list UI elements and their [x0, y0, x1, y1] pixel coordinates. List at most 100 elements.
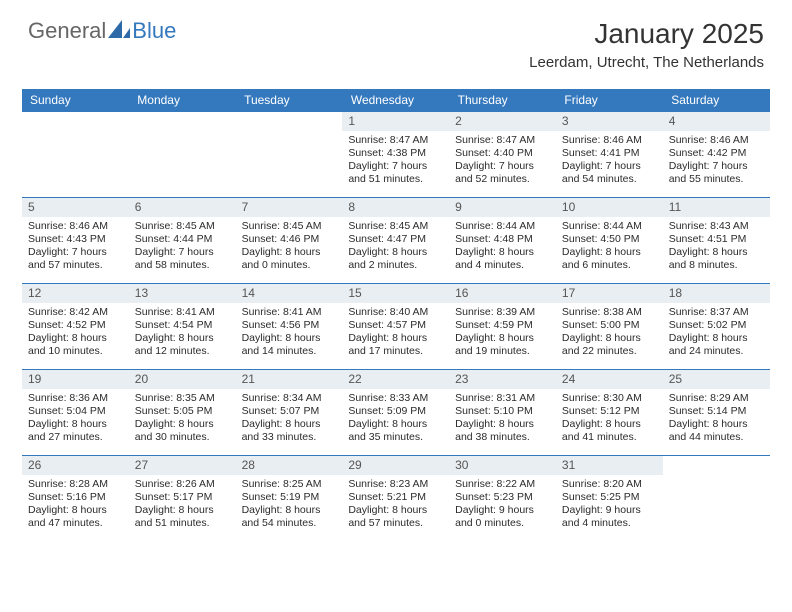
sunset-text: Sunset: 4:48 PM — [455, 233, 550, 246]
sunrise-text: Sunrise: 8:33 AM — [348, 392, 443, 405]
daylight-line1: Daylight: 8 hours — [28, 418, 123, 431]
day-cell: 17Sunrise: 8:38 AMSunset: 5:00 PMDayligh… — [556, 284, 663, 370]
day-cell: 2Sunrise: 8:47 AMSunset: 4:40 PMDaylight… — [449, 112, 556, 198]
daylight-line2: and 58 minutes. — [135, 259, 230, 272]
day-cell: 6Sunrise: 8:45 AMSunset: 4:44 PMDaylight… — [129, 198, 236, 284]
sunset-text: Sunset: 5:05 PM — [135, 405, 230, 418]
dayhead-tue: Tuesday — [236, 89, 343, 112]
daylight-line2: and 57 minutes. — [28, 259, 123, 272]
day-cell: 31Sunrise: 8:20 AMSunset: 5:25 PMDayligh… — [556, 456, 663, 542]
day-cell: 8Sunrise: 8:45 AMSunset: 4:47 PMDaylight… — [342, 198, 449, 284]
sunrise-text: Sunrise: 8:36 AM — [28, 392, 123, 405]
daylight-line2: and 57 minutes. — [348, 517, 443, 530]
week-row: 19Sunrise: 8:36 AMSunset: 5:04 PMDayligh… — [22, 370, 770, 456]
day-number: 10 — [556, 198, 663, 217]
title-block: January 2025 Leerdam, Utrecht, The Nethe… — [529, 18, 764, 71]
sunset-text: Sunset: 5:16 PM — [28, 491, 123, 504]
daylight-line2: and 12 minutes. — [135, 345, 230, 358]
day-cell: 3Sunrise: 8:46 AMSunset: 4:41 PMDaylight… — [556, 112, 663, 198]
day-cell: 5Sunrise: 8:46 AMSunset: 4:43 PMDaylight… — [22, 198, 129, 284]
daylight-line1: Daylight: 8 hours — [28, 504, 123, 517]
dayhead-thu: Thursday — [449, 89, 556, 112]
day-cell: . — [22, 112, 129, 198]
dayhead-wed: Wednesday — [342, 89, 449, 112]
sunset-text: Sunset: 5:00 PM — [562, 319, 657, 332]
sunset-text: Sunset: 5:19 PM — [242, 491, 337, 504]
day-cell: 26Sunrise: 8:28 AMSunset: 5:16 PMDayligh… — [22, 456, 129, 542]
day-cell: 29Sunrise: 8:23 AMSunset: 5:21 PMDayligh… — [342, 456, 449, 542]
daylight-line1: Daylight: 8 hours — [562, 332, 657, 345]
daylight-line2: and 2 minutes. — [348, 259, 443, 272]
sunrise-text: Sunrise: 8:35 AM — [135, 392, 230, 405]
daylight-line1: Daylight: 8 hours — [242, 246, 337, 259]
day-cell: 21Sunrise: 8:34 AMSunset: 5:07 PMDayligh… — [236, 370, 343, 456]
daylight-line1: Daylight: 8 hours — [562, 418, 657, 431]
daylight-line1: Daylight: 8 hours — [135, 504, 230, 517]
daylight-line1: Daylight: 9 hours — [562, 504, 657, 517]
day-number: 17 — [556, 284, 663, 303]
day-cell: 18Sunrise: 8:37 AMSunset: 5:02 PMDayligh… — [663, 284, 770, 370]
daylight-line1: Daylight: 8 hours — [135, 332, 230, 345]
sunset-text: Sunset: 5:21 PM — [348, 491, 443, 504]
daylight-line2: and 55 minutes. — [669, 173, 764, 186]
daylight-line2: and 14 minutes. — [242, 345, 337, 358]
daylight-line2: and 33 minutes. — [242, 431, 337, 444]
day-cell: 27Sunrise: 8:26 AMSunset: 5:17 PMDayligh… — [129, 456, 236, 542]
sunset-text: Sunset: 5:17 PM — [135, 491, 230, 504]
week-row: ...1Sunrise: 8:47 AMSunset: 4:38 PMDayli… — [22, 112, 770, 198]
day-cell: 12Sunrise: 8:42 AMSunset: 4:52 PMDayligh… — [22, 284, 129, 370]
sunrise-text: Sunrise: 8:34 AM — [242, 392, 337, 405]
day-number: 12 — [22, 284, 129, 303]
sunrise-text: Sunrise: 8:45 AM — [135, 220, 230, 233]
day-number: 1 — [342, 112, 449, 131]
day-number: 22 — [342, 370, 449, 389]
day-cell: 1Sunrise: 8:47 AMSunset: 4:38 PMDaylight… — [342, 112, 449, 198]
day-number: 18 — [663, 284, 770, 303]
day-cell: 15Sunrise: 8:40 AMSunset: 4:57 PMDayligh… — [342, 284, 449, 370]
daylight-line1: Daylight: 9 hours — [455, 504, 550, 517]
daylight-line2: and 4 minutes. — [562, 517, 657, 530]
day-number: 9 — [449, 198, 556, 217]
sunrise-text: Sunrise: 8:46 AM — [562, 134, 657, 147]
daylight-line2: and 44 minutes. — [669, 431, 764, 444]
daylight-line2: and 38 minutes. — [455, 431, 550, 444]
daylight-line2: and 6 minutes. — [562, 259, 657, 272]
sunrise-text: Sunrise: 8:46 AM — [28, 220, 123, 233]
daylight-line2: and 10 minutes. — [28, 345, 123, 358]
day-cell: 7Sunrise: 8:45 AMSunset: 4:46 PMDaylight… — [236, 198, 343, 284]
dayhead-mon: Monday — [129, 89, 236, 112]
daylight-line2: and 54 minutes. — [562, 173, 657, 186]
daylight-line2: and 0 minutes. — [242, 259, 337, 272]
sunrise-text: Sunrise: 8:47 AM — [348, 134, 443, 147]
day-header-row: Sunday Monday Tuesday Wednesday Thursday… — [22, 89, 770, 112]
day-cell: 30Sunrise: 8:22 AMSunset: 5:23 PMDayligh… — [449, 456, 556, 542]
sunset-text: Sunset: 5:02 PM — [669, 319, 764, 332]
day-cell: 19Sunrise: 8:36 AMSunset: 5:04 PMDayligh… — [22, 370, 129, 456]
daylight-line2: and 19 minutes. — [455, 345, 550, 358]
logo-text-general: General — [28, 18, 106, 44]
sunset-text: Sunset: 5:12 PM — [562, 405, 657, 418]
header: General Blue January 2025 Leerdam, Utrec… — [0, 0, 792, 81]
day-cell: 16Sunrise: 8:39 AMSunset: 4:59 PMDayligh… — [449, 284, 556, 370]
location-text: Leerdam, Utrecht, The Netherlands — [529, 54, 764, 71]
daylight-line2: and 4 minutes. — [455, 259, 550, 272]
day-number: 27 — [129, 456, 236, 475]
sunset-text: Sunset: 4:40 PM — [455, 147, 550, 160]
sunset-text: Sunset: 4:52 PM — [28, 319, 123, 332]
day-number: 29 — [342, 456, 449, 475]
day-number: 25 — [663, 370, 770, 389]
day-cell: 13Sunrise: 8:41 AMSunset: 4:54 PMDayligh… — [129, 284, 236, 370]
daylight-line2: and 47 minutes. — [28, 517, 123, 530]
day-cell: 11Sunrise: 8:43 AMSunset: 4:51 PMDayligh… — [663, 198, 770, 284]
sunset-text: Sunset: 4:44 PM — [135, 233, 230, 246]
sunrise-text: Sunrise: 8:29 AM — [669, 392, 764, 405]
dayhead-sat: Saturday — [663, 89, 770, 112]
daylight-line2: and 51 minutes. — [135, 517, 230, 530]
day-cell: 22Sunrise: 8:33 AMSunset: 5:09 PMDayligh… — [342, 370, 449, 456]
sunset-text: Sunset: 4:51 PM — [669, 233, 764, 246]
day-cell: 9Sunrise: 8:44 AMSunset: 4:48 PMDaylight… — [449, 198, 556, 284]
daylight-line2: and 22 minutes. — [562, 345, 657, 358]
sunset-text: Sunset: 4:54 PM — [135, 319, 230, 332]
sunset-text: Sunset: 4:50 PM — [562, 233, 657, 246]
dayhead-sun: Sunday — [22, 89, 129, 112]
